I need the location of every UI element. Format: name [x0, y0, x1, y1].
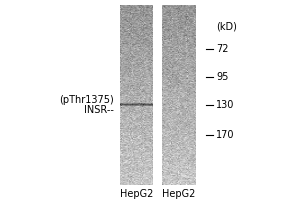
Text: INSR--: INSR--: [84, 105, 114, 115]
Text: HepG2: HepG2: [120, 189, 153, 199]
Text: 95: 95: [216, 72, 228, 82]
Text: 72: 72: [216, 44, 229, 54]
Text: (kD): (kD): [216, 21, 237, 31]
Text: HepG2: HepG2: [162, 189, 195, 199]
Text: 170: 170: [216, 130, 235, 140]
Text: 130: 130: [216, 100, 234, 110]
Text: (pThr1375): (pThr1375): [59, 95, 114, 105]
